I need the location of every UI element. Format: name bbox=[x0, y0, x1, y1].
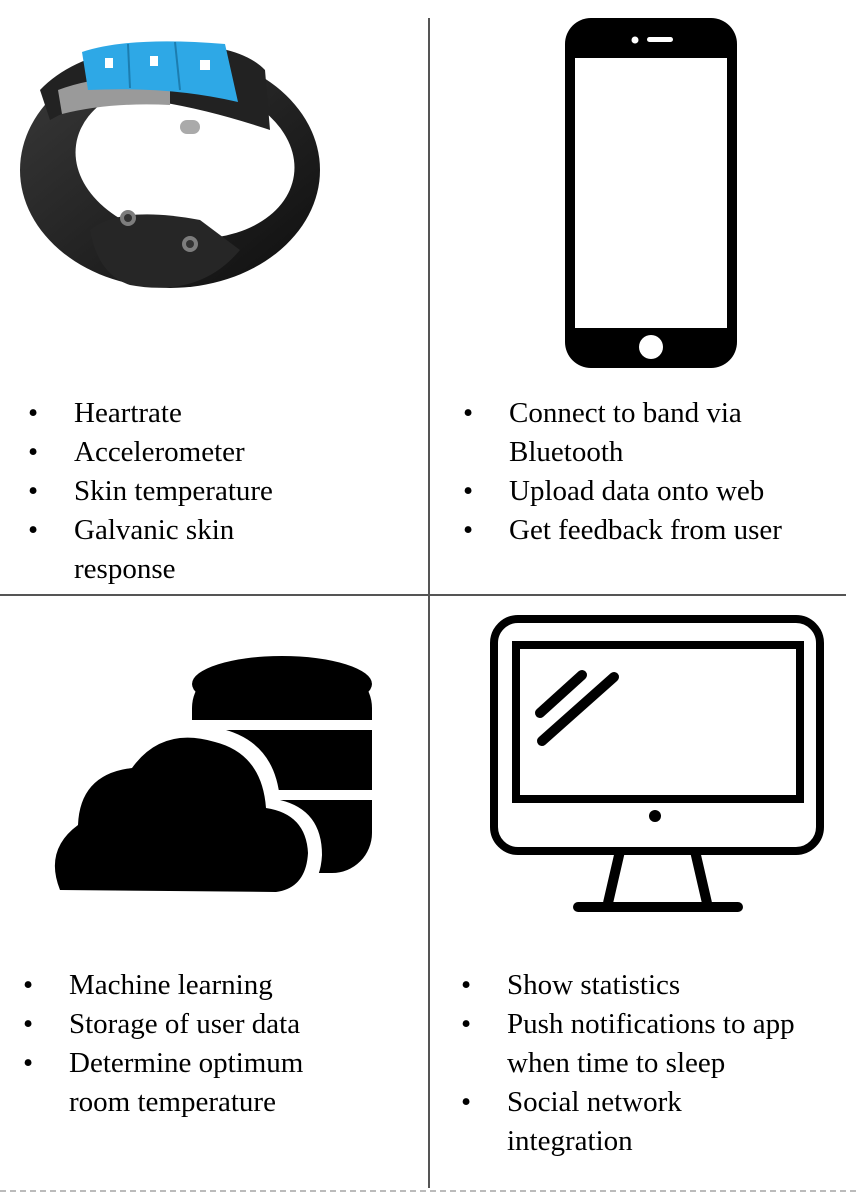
horizontal-divider bbox=[0, 594, 846, 596]
list-item: Accelerometer bbox=[28, 433, 408, 472]
list-item: Galvanic skin response bbox=[28, 511, 334, 589]
cloud-database-icon bbox=[45, 656, 372, 902]
list-item: Heartrate bbox=[28, 394, 408, 433]
monitor-icon bbox=[490, 615, 824, 912]
list-item: Determine optimum room temperature bbox=[23, 1044, 369, 1122]
smartphone-icon bbox=[565, 18, 737, 368]
list-item: Connect to band via Bluetooth bbox=[463, 394, 789, 472]
vertical-divider bbox=[428, 18, 430, 1188]
list-item: Show statistics bbox=[461, 966, 841, 1005]
fitness-band-icon bbox=[20, 41, 320, 288]
list-item: Social network integration bbox=[461, 1083, 777, 1161]
cloud-feature-list: Machine learning Storage of user data De… bbox=[23, 966, 413, 1122]
list-item: Machine learning bbox=[23, 966, 413, 1005]
monitor-feature-list: Show statistics Push notifications to ap… bbox=[461, 966, 841, 1161]
list-item: Push notifications to app when time to s… bbox=[461, 1005, 847, 1083]
bottom-dashed-border bbox=[0, 1190, 856, 1192]
list-item: Upload data onto web bbox=[463, 472, 833, 511]
phone-feature-list: Connect to band via Bluetooth Upload dat… bbox=[463, 394, 833, 550]
band-feature-list: Heartrate Accelerometer Skin temperature… bbox=[28, 394, 408, 589]
list-item: Skin temperature bbox=[28, 472, 408, 511]
list-item: Get feedback from user bbox=[463, 511, 833, 550]
list-item: Storage of user data bbox=[23, 1005, 413, 1044]
